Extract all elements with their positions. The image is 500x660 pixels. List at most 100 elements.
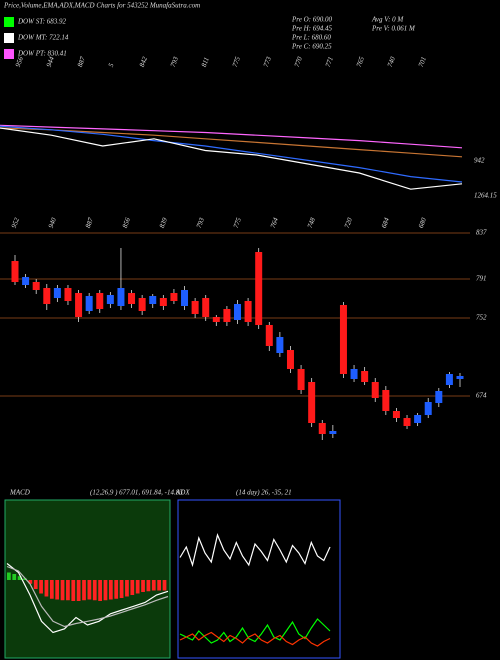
info-text: Pre L: 680.60 — [291, 34, 331, 42]
top-label: 740 — [386, 55, 397, 68]
macd-bar — [141, 580, 145, 592]
top-label: 775 — [231, 55, 242, 68]
y-tick-label: 752 — [476, 314, 487, 322]
top-label: 839 — [158, 216, 169, 229]
candle-body — [445, 374, 453, 385]
candle-body — [329, 431, 337, 434]
candle-body — [64, 288, 72, 301]
line-series — [179, 533, 331, 568]
macd-bar — [146, 580, 151, 592]
candle-body — [234, 304, 241, 320]
macd-bar — [114, 580, 119, 599]
macd-bar — [108, 580, 113, 600]
candle-body — [11, 261, 19, 282]
candle-body — [350, 369, 358, 379]
candle-body — [181, 290, 189, 306]
info-text: Pre C: 690.25 — [291, 43, 332, 51]
top-label: 856 — [121, 216, 132, 229]
info-text: Avg V: 0 M — [371, 16, 404, 24]
top-label: 811 — [200, 56, 211, 68]
y-tick-label: 674 — [476, 392, 487, 400]
macd-bar — [39, 580, 43, 594]
macd-bar — [17, 576, 22, 580]
top-label: 793 — [169, 55, 180, 68]
candle-body — [403, 418, 411, 426]
macd-bar — [92, 580, 97, 601]
candle-body — [371, 382, 379, 398]
macd-bar — [162, 580, 167, 591]
candle-body — [117, 288, 125, 306]
candle-body — [456, 376, 464, 379]
candle-body — [297, 369, 305, 390]
top-label: 940 — [47, 216, 58, 229]
macd-bar — [87, 580, 92, 600]
top-label: 887 — [76, 55, 87, 68]
chart-title: Price,Volume,EMA,ADX,MACD Charts for 543… — [3, 2, 200, 10]
macd-bar — [103, 580, 108, 601]
candle-body — [392, 411, 400, 418]
macd-bar — [82, 580, 86, 601]
top-label: 770 — [293, 55, 304, 68]
macd-bar — [130, 580, 135, 595]
top-label: 775 — [232, 216, 243, 229]
top-label: 748 — [306, 216, 317, 229]
panel-subtitle: (14 day) 26, -35, 21 — [236, 489, 292, 497]
legend-label: DOW ST: 683.92 — [17, 18, 67, 26]
candle-body — [255, 252, 263, 325]
macd-bar — [71, 580, 76, 601]
top-label: 793 — [195, 216, 206, 229]
macd-bar — [66, 580, 70, 601]
candle-body — [53, 288, 61, 298]
info-text: Pre V: 0.061 M — [371, 25, 416, 33]
macd-bar — [44, 580, 49, 597]
top-label: 764 — [269, 216, 280, 229]
top-label: 771 — [324, 56, 335, 69]
line-series — [0, 125, 463, 183]
candle-body — [212, 317, 220, 322]
candle-body — [138, 298, 146, 311]
line-series — [0, 127, 463, 158]
macd-bar — [157, 580, 162, 591]
top-label: 944 — [45, 55, 56, 68]
macd-bar — [135, 580, 140, 594]
candle-body — [424, 402, 432, 415]
line-series — [179, 631, 331, 647]
candle-body — [265, 325, 273, 346]
candle-body — [276, 337, 284, 353]
top-label: 701 — [417, 56, 428, 69]
candle-body — [318, 423, 326, 434]
top-label: 887 — [84, 216, 95, 229]
panel-title: ADX — [175, 489, 190, 497]
line-series — [6, 563, 169, 634]
top-label: 842 — [138, 55, 149, 68]
macd-bar — [60, 580, 65, 601]
panel-subtitle: (12,26,9 ) 677.01, 691.84, -14.83 — [90, 489, 183, 497]
y-tick-label: 837 — [476, 229, 487, 237]
candle-body — [191, 301, 199, 314]
candle-body — [85, 296, 93, 311]
adx-panel — [177, 499, 341, 659]
macd-bar — [28, 580, 33, 584]
candle-body — [106, 295, 114, 304]
macd-bar — [23, 578, 27, 580]
macd-bar — [49, 580, 54, 599]
candle-body — [128, 293, 136, 304]
legend-label: DOW PT: 830.41 — [17, 50, 67, 58]
candle-body — [286, 350, 294, 369]
candle-body — [361, 371, 369, 382]
line-series — [0, 124, 463, 149]
macd-bar — [12, 574, 17, 580]
candle-body — [43, 288, 51, 304]
top-label: 956 — [14, 55, 25, 68]
candle-body — [223, 309, 231, 322]
candle-body — [149, 296, 157, 304]
macd-panel — [4, 499, 171, 659]
candle-body — [308, 382, 316, 423]
candle-body — [339, 305, 347, 374]
legend-swatch — [4, 33, 14, 43]
top-label: 720 — [343, 216, 354, 229]
candle-body — [435, 391, 443, 403]
macd-bar — [55, 580, 60, 600]
price-label: 1264.15 — [474, 192, 497, 200]
candle-body — [96, 293, 104, 309]
